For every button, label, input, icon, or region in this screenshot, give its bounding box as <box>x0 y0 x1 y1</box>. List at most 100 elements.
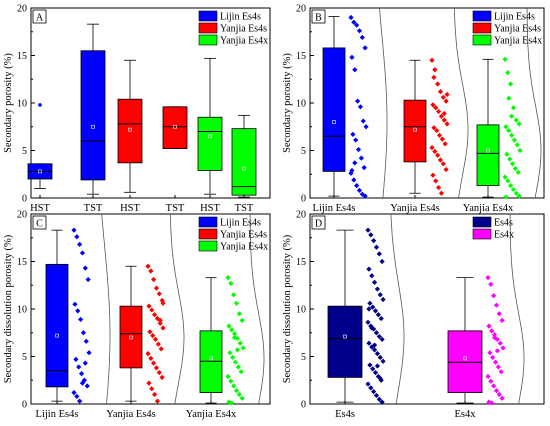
y-tick-label: 15 <box>17 51 27 62</box>
data-point <box>82 360 88 366</box>
data-point <box>516 193 522 199</box>
legend-label: Lijin Es4s <box>220 12 261 23</box>
data-point <box>348 14 354 21</box>
box-mean <box>209 356 213 361</box>
data-point <box>151 312 158 318</box>
data-point <box>371 347 378 353</box>
data-point <box>516 121 522 127</box>
data-point <box>374 286 381 292</box>
data-point <box>486 323 492 329</box>
box-iqr <box>119 305 143 369</box>
data-point <box>359 34 365 41</box>
distribution-curve <box>390 213 405 405</box>
data-point <box>233 388 240 394</box>
data-point <box>228 378 234 384</box>
data-point <box>147 329 153 335</box>
data-point <box>439 136 445 142</box>
y-tick-label: 20 <box>17 210 27 221</box>
data-point <box>349 54 355 60</box>
data-point <box>229 327 235 333</box>
data-point <box>494 336 501 342</box>
data-point <box>73 356 79 362</box>
data-point <box>433 178 439 184</box>
box-iqr <box>327 305 363 378</box>
data-point <box>149 386 155 392</box>
data-point <box>352 160 358 166</box>
distribution-curve <box>509 214 525 405</box>
y-axis-label: Secondary dissolution porosity (%) <box>3 234 14 383</box>
data-point <box>488 281 494 287</box>
box-iqr <box>197 116 223 171</box>
data-point <box>503 124 509 130</box>
y-tick-label: 15 <box>296 51 306 62</box>
data-point <box>225 275 231 281</box>
box-mean <box>91 124 95 129</box>
data-point <box>71 390 77 396</box>
data-point <box>151 391 158 398</box>
y-tick-label: 20 <box>296 4 306 15</box>
data-point <box>354 183 360 189</box>
data-point <box>435 152 441 158</box>
box-group <box>322 7 388 199</box>
data-point <box>485 373 491 380</box>
box-iqr <box>231 128 257 196</box>
data-point <box>492 359 499 365</box>
data-point <box>444 121 450 127</box>
data-point <box>145 351 151 357</box>
data-point <box>438 190 445 196</box>
data-point <box>80 330 87 336</box>
data-point <box>235 364 241 370</box>
data-point <box>489 400 495 406</box>
data-point <box>377 354 383 361</box>
data-point <box>149 307 155 313</box>
data-point <box>380 296 386 303</box>
data-point <box>371 389 377 395</box>
legend-swatch <box>472 10 492 22</box>
data-point <box>231 334 238 341</box>
x-tick-label: Lijin Es4s <box>36 409 79 420</box>
data-point <box>233 300 240 306</box>
data-point <box>84 383 90 389</box>
box-mean <box>486 148 490 153</box>
data-point <box>485 275 491 281</box>
legend-label: Yanjia Es4x <box>220 36 268 47</box>
data-point <box>148 355 154 361</box>
data-point <box>153 365 160 371</box>
data-point <box>373 392 380 399</box>
data-point <box>354 98 361 104</box>
panel-letter-box <box>311 9 326 24</box>
data-point <box>77 398 83 404</box>
y-tick-label: 10 <box>17 305 27 316</box>
data-point <box>374 363 381 369</box>
box-group <box>45 213 111 405</box>
data-point <box>240 345 246 351</box>
data-point <box>431 125 437 131</box>
y-tick-label: 20 <box>296 210 306 221</box>
data-point <box>431 74 437 80</box>
data-point <box>443 98 449 104</box>
data-point <box>498 369 504 375</box>
data-point <box>146 380 152 386</box>
data-point <box>370 304 376 310</box>
data-point <box>375 312 381 318</box>
data-point <box>508 81 514 87</box>
data-point <box>360 118 366 124</box>
box-mean <box>55 333 59 338</box>
data-point <box>514 142 520 148</box>
data-point <box>155 341 161 347</box>
box-group <box>476 8 542 200</box>
legend-swatch <box>472 34 492 46</box>
data-point <box>496 311 502 317</box>
distribution-curve <box>454 7 469 199</box>
data-point <box>368 232 374 238</box>
data-point <box>490 354 496 361</box>
box-mean <box>173 124 177 129</box>
x-tick-label: HST <box>200 203 220 214</box>
data-point <box>236 311 242 317</box>
data-point <box>226 323 232 329</box>
panel-b: 0 5 10 15 20 Secondary porosity (%) B Lijin Es4… <box>282 4 545 214</box>
data-point <box>508 183 514 189</box>
data-point <box>232 359 239 365</box>
data-point <box>434 127 440 134</box>
